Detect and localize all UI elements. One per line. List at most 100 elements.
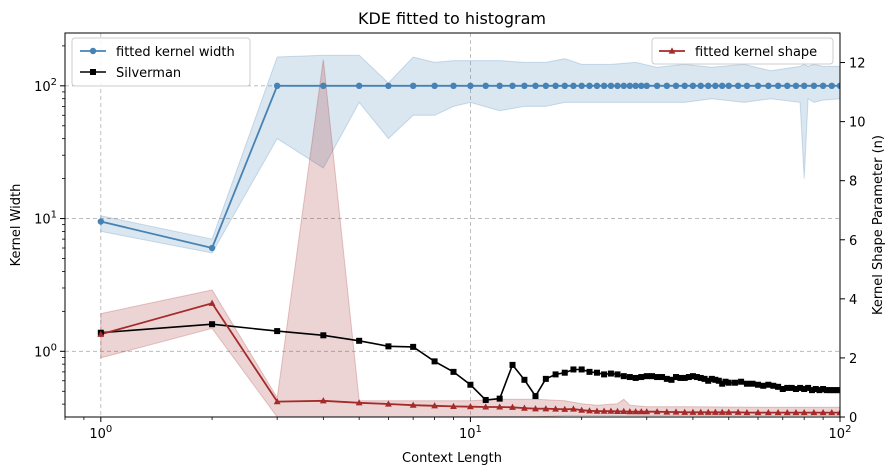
width-point — [578, 82, 585, 90]
width-confidence-band — [100, 54, 840, 254]
silverman-point — [830, 387, 837, 394]
silverman-point — [715, 377, 722, 384]
shape-point — [697, 408, 705, 415]
y-tick-label-exponent: 2 — [51, 77, 57, 88]
shape-point — [614, 407, 621, 414]
shape-point — [521, 404, 528, 411]
silverman-point — [732, 379, 739, 386]
width-point — [586, 82, 593, 90]
silverman-point — [775, 383, 782, 390]
silverman-point — [532, 393, 539, 400]
silverman-point — [593, 369, 600, 376]
silverman-point — [693, 374, 700, 381]
silverman-point — [431, 358, 438, 365]
width-point — [509, 82, 516, 90]
width-point — [663, 82, 671, 90]
width-point — [672, 82, 680, 90]
shape-point — [273, 398, 281, 405]
silverman-point — [626, 374, 633, 381]
silverman-point — [801, 386, 808, 393]
silverman-point — [705, 377, 712, 384]
silverman-point — [701, 375, 708, 382]
width-point — [620, 82, 627, 90]
width-point — [496, 82, 503, 90]
y-tick-label: 100 — [34, 342, 57, 360]
silverman-point — [542, 375, 549, 382]
shape-point — [792, 408, 800, 416]
silverman-point — [712, 376, 719, 383]
shape-point — [607, 407, 615, 414]
legend-left — [71, 37, 251, 87]
silverman-point — [805, 384, 812, 391]
silverman-point — [812, 386, 819, 393]
width-point — [273, 82, 281, 90]
width-point — [800, 82, 808, 90]
silverman-point — [765, 381, 772, 388]
width-point — [638, 82, 645, 90]
width-point — [561, 82, 568, 90]
y-axis-label: Kernel Width — [9, 184, 24, 267]
width-point — [792, 82, 800, 90]
y2-tick-label: 12 — [849, 57, 866, 72]
shape-point — [704, 408, 712, 415]
shape-point — [653, 408, 661, 415]
shape-point — [672, 408, 680, 415]
width-point — [521, 82, 528, 90]
silverman-point — [467, 381, 474, 388]
shape-point — [774, 408, 782, 416]
y2-axis-label: Kernel Shape Parameter (n) — [871, 135, 886, 315]
width-point — [697, 82, 704, 90]
width-point — [385, 82, 392, 90]
x-tick-label-exponent: 0 — [106, 424, 112, 435]
x-tick-label-base: 10 — [89, 427, 106, 442]
width-point — [542, 82, 550, 90]
x-tick-label-exponent: 2 — [845, 424, 851, 435]
width-point — [467, 82, 474, 90]
chart-title: KDE fitted to histogram — [358, 9, 546, 28]
width-point — [632, 82, 639, 90]
silverman-point — [586, 368, 593, 375]
y-tick-label-base: 10 — [34, 80, 51, 95]
width-point — [532, 82, 539, 90]
x-tick-label-base: 10 — [459, 427, 476, 442]
plot-area — [97, 54, 840, 417]
silverman-point — [552, 371, 559, 378]
y2-tick-label: 0 — [849, 411, 857, 426]
width-point — [705, 82, 712, 90]
silverman-point — [673, 374, 680, 381]
silverman-point — [356, 337, 363, 344]
shape-point — [496, 403, 504, 410]
silverman-point — [708, 375, 715, 382]
width-point — [431, 82, 438, 90]
silverman-point — [816, 387, 823, 394]
y2-tick-label: 8 — [849, 175, 857, 190]
width-point — [97, 218, 105, 225]
y2-tick-label: 6 — [849, 234, 857, 249]
silverman-point — [607, 370, 614, 377]
silverman-point — [570, 366, 577, 373]
shape-point — [552, 405, 559, 412]
silverman-point — [209, 321, 216, 328]
silverman-point — [685, 374, 692, 381]
shape-point — [542, 405, 550, 412]
shape-point — [626, 408, 634, 415]
width-point — [607, 82, 615, 90]
shape-point — [482, 403, 490, 410]
shape-point — [586, 407, 593, 414]
shape-point — [689, 408, 697, 415]
silverman-point — [743, 380, 750, 387]
x-tick-label: 102 — [829, 424, 852, 442]
silverman-point — [614, 371, 621, 378]
shape-point — [620, 407, 628, 414]
silverman-point — [578, 366, 585, 373]
silverman-point — [274, 328, 281, 335]
x-tick-label: 101 — [459, 424, 482, 442]
width-point — [681, 82, 688, 90]
width-point — [743, 82, 751, 90]
silverman-point — [837, 387, 840, 394]
silverman-point — [620, 373, 627, 380]
silverman-point — [833, 387, 840, 394]
shape-point — [561, 405, 569, 412]
width-point — [836, 82, 840, 90]
shape-point — [570, 405, 577, 412]
